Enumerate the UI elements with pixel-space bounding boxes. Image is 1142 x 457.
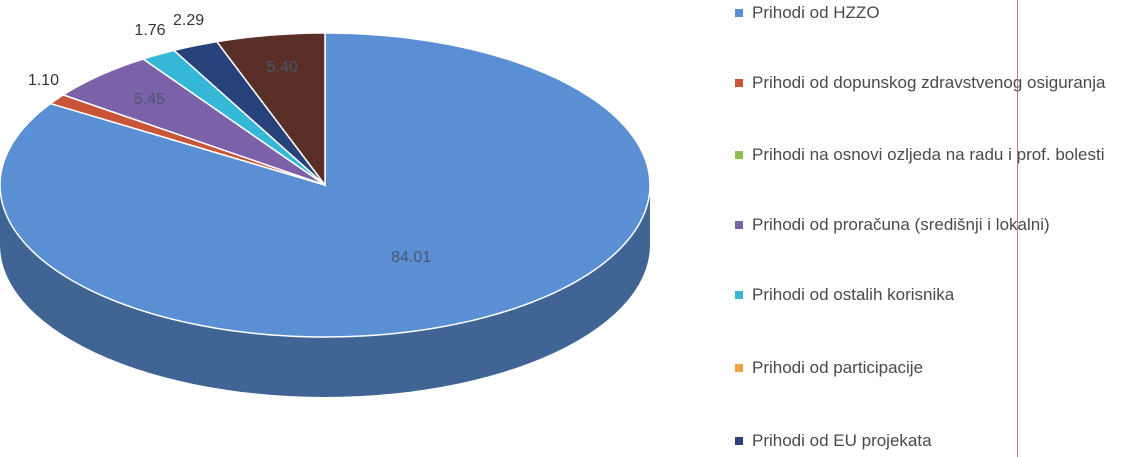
legend-item-3: Prihodi od proračuna (središnji i lokaln…	[735, 212, 1135, 237]
legend-swatch-3	[735, 221, 743, 229]
legend-swatch-2	[735, 151, 743, 159]
legend-label-3: Prihodi od proračuna (središnji i lokaln…	[752, 215, 1050, 234]
legend-item-6: Prihodi od EU projekata	[735, 428, 1135, 453]
legend-label-2: Prihodi na osnovi ozljeda na radu i prof…	[752, 145, 1105, 164]
legend-item-0: Prihodi od HZZO	[735, 0, 1135, 25]
legend-swatch-1	[735, 79, 743, 87]
legend-label-5: Prihodi od participacije	[752, 358, 924, 377]
legend-item-1: Prihodi od dopunskog zdravstvenog osigur…	[735, 70, 1135, 95]
data-label-0: 84.01	[391, 249, 432, 267]
legend-swatch-5	[735, 364, 743, 372]
legend-swatch-4	[735, 291, 743, 299]
pie-slice-6	[172, 40, 326, 186]
pie-slice-4	[141, 49, 326, 186]
data-label-4: 1.76	[134, 21, 166, 39]
legend-label-4: Prihodi od ostalih korisnika	[752, 285, 955, 304]
legend-item-4: Prihodi od ostalih korisnika	[735, 282, 1135, 307]
data-label-1: 1.10	[27, 71, 59, 89]
legend-label-0: Prihodi od HZZO	[752, 3, 880, 22]
legend-label-6: Prihodi od EU projekata	[752, 431, 932, 450]
divider-line	[1017, 0, 1018, 457]
pie-side-walls	[0, 185, 650, 397]
legend: Prihodi od HZZO Prihodi od dopunskog zdra…	[735, 0, 1135, 457]
data-label-7: 5.40	[266, 59, 298, 77]
legend-swatch-6	[735, 437, 743, 445]
data-label-3: 5.45	[133, 90, 166, 108]
data-label-6: 2.29	[173, 12, 205, 29]
legend-label-1: Prihodi od dopunskog zdravstvenog osigur…	[752, 73, 1106, 92]
pie-slice-3	[61, 58, 326, 186]
pie-slice-1	[48, 94, 326, 186]
legend-item-2: Prihodi na osnovi ozljeda na radu i prof…	[735, 142, 1135, 167]
legend-swatch-0	[735, 9, 743, 17]
legend-item-5: Prihodi od participacije	[735, 355, 1135, 380]
pie-slice-7	[215, 32, 326, 188]
pie-top	[0, 32, 651, 338]
pie-side-0	[0, 185, 650, 397]
